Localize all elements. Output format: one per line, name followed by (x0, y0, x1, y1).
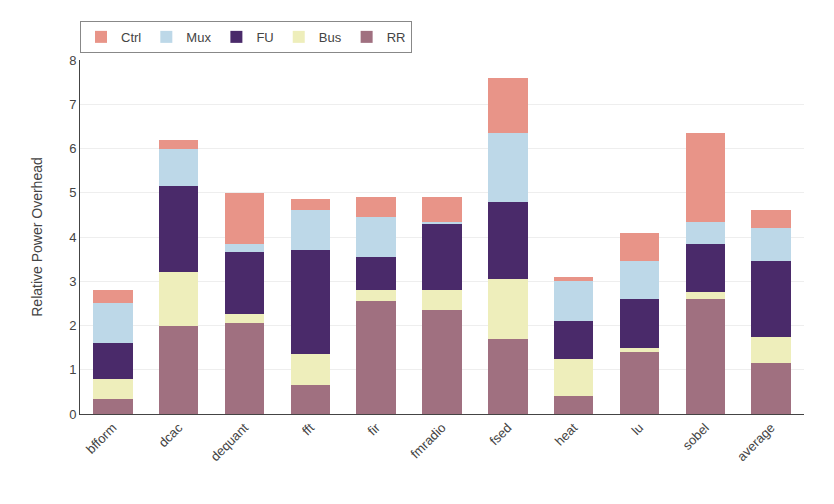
svg-text:0: 0 (69, 407, 76, 422)
svg-text:Ctrl: Ctrl (121, 30, 141, 45)
svg-text:lu: lu (628, 420, 646, 438)
svg-text:2: 2 (69, 318, 76, 333)
svg-text:fft: fft (299, 420, 317, 438)
svg-text:6: 6 (69, 141, 76, 156)
svg-text:heat: heat (552, 420, 581, 449)
svg-text:4: 4 (69, 230, 76, 245)
svg-text:sobel: sobel (679, 420, 712, 453)
svg-text:dequant: dequant (207, 420, 251, 464)
svg-text:RR: RR (387, 30, 406, 45)
svg-text:7: 7 (69, 97, 76, 112)
svg-text:5: 5 (69, 185, 76, 200)
svg-text:1: 1 (69, 362, 76, 377)
svg-text:Relative Power Overhead: Relative Power Overhead (29, 157, 45, 317)
svg-text:Mux: Mux (186, 30, 211, 45)
svg-text:fmradio: fmradio (407, 420, 448, 461)
svg-text:fsed: fsed (487, 420, 515, 448)
svg-text:average: average (734, 420, 778, 464)
svg-text:dcac: dcac (155, 420, 185, 450)
svg-text:3: 3 (69, 274, 76, 289)
svg-text:Bus: Bus (319, 30, 342, 45)
svg-text:fir: fir (365, 420, 384, 439)
svg-text:FU: FU (256, 30, 273, 45)
svg-text:8: 8 (69, 53, 76, 68)
svg-text:bfform: bfform (83, 420, 119, 456)
